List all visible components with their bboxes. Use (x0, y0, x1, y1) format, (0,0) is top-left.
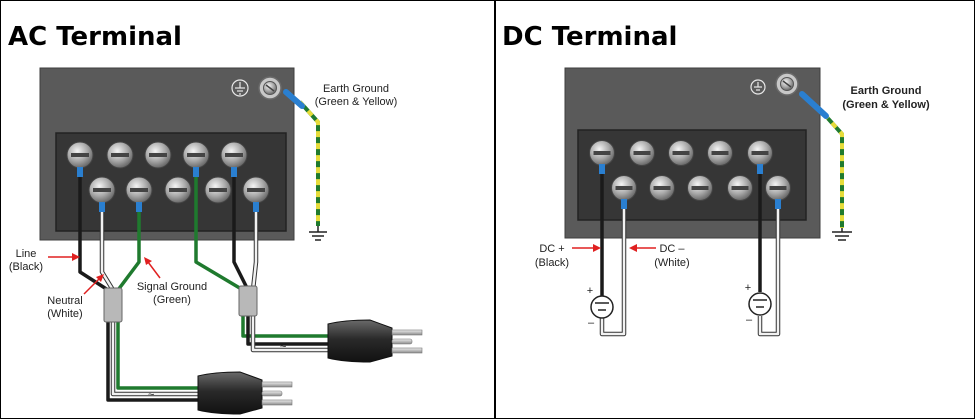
ac-cord-marker-1: ~ (148, 389, 154, 401)
dc-earth-ground-icon (832, 228, 852, 241)
dc-minus-wire-2 (758, 200, 780, 336)
ac-signal-ground-label-color: (Green) (153, 294, 191, 306)
dc-source-icon-2 (748, 292, 772, 316)
ac-signal-ground-label: Signal Ground (137, 281, 207, 293)
dc-screw (668, 140, 694, 166)
ac-cable-sheath-2 (238, 285, 258, 317)
ac-terminal-title: AC Terminal (8, 22, 182, 52)
ac-terminal-screws-top (66, 141, 248, 177)
ac-earth-label: Earth Ground (323, 83, 389, 95)
ac-neutral-label: Neutral (47, 295, 82, 307)
ac-screw (106, 141, 134, 169)
dc-panel: + – + – Earth Ground (Green & Yellow) DC… (535, 67, 930, 337)
dc-terminal-screws-bottom (611, 175, 791, 209)
ac-earth-label-color: (Green & Yellow) (315, 96, 398, 108)
dc-source-plus-1: + (587, 285, 593, 297)
dc-screw (649, 175, 675, 201)
dc-screw (765, 175, 791, 209)
dc-source-minus-2: – (746, 314, 753, 326)
dc-plus-label: DC + (539, 243, 564, 255)
dc-screw (707, 140, 733, 166)
ac-screw (164, 176, 192, 204)
dc-source-icon-1 (590, 295, 614, 319)
dc-earth-wire (775, 72, 844, 228)
ac-panel: ~ ~ (9, 67, 423, 415)
ac-power-plug-1 (197, 371, 293, 415)
dc-plus-label-color: (Black) (535, 257, 569, 269)
ac-housing-ground-icon (231, 79, 249, 97)
dc-screw (747, 140, 773, 174)
ac-screw (88, 176, 116, 212)
ac-screw (182, 141, 210, 177)
dc-source-plus-2: + (745, 282, 751, 294)
ac-earth-wire (258, 76, 320, 226)
dc-screw (687, 175, 713, 201)
ac-screw (220, 141, 248, 177)
ac-terminal-screws-bottom (88, 176, 270, 212)
ac-screw (204, 176, 232, 204)
panel-divider (494, 0, 496, 419)
dc-screw (589, 140, 615, 174)
dc-minus-wire-1 (600, 200, 626, 336)
ac-cable-sheath-1 (103, 287, 123, 323)
dc-earth-label-color: (Green & Yellow) (842, 99, 930, 111)
ac-screw (144, 141, 172, 169)
dc-minus-label: DC – (659, 243, 685, 255)
dc-terminal-screws-top (589, 140, 773, 174)
ac-screw (125, 176, 153, 212)
ac-line-label: Line (16, 248, 37, 260)
dc-terminal-title: DC Terminal (502, 22, 678, 52)
dc-minus-label-color: (White) (654, 257, 689, 269)
ac-label-arrows (48, 253, 161, 295)
ac-cord-marker-2: ~ (280, 341, 286, 353)
dc-source-minus-1: – (588, 317, 595, 329)
dc-screw (727, 175, 753, 201)
dc-earth-label: Earth Ground (851, 85, 922, 97)
dc-screw (611, 175, 637, 209)
ac-neutral-label-color: (White) (47, 308, 82, 320)
dc-label-arrows (572, 244, 656, 252)
ac-earth-ground-icon (309, 226, 327, 241)
dc-screw (629, 140, 655, 166)
ac-line-label-color: (Black) (9, 261, 43, 273)
ac-power-plug-2 (327, 319, 423, 363)
dc-terminal-block (577, 129, 807, 221)
dc-housing-ground-icon (750, 79, 766, 95)
ac-screw (242, 176, 270, 212)
ac-screw (66, 141, 94, 177)
